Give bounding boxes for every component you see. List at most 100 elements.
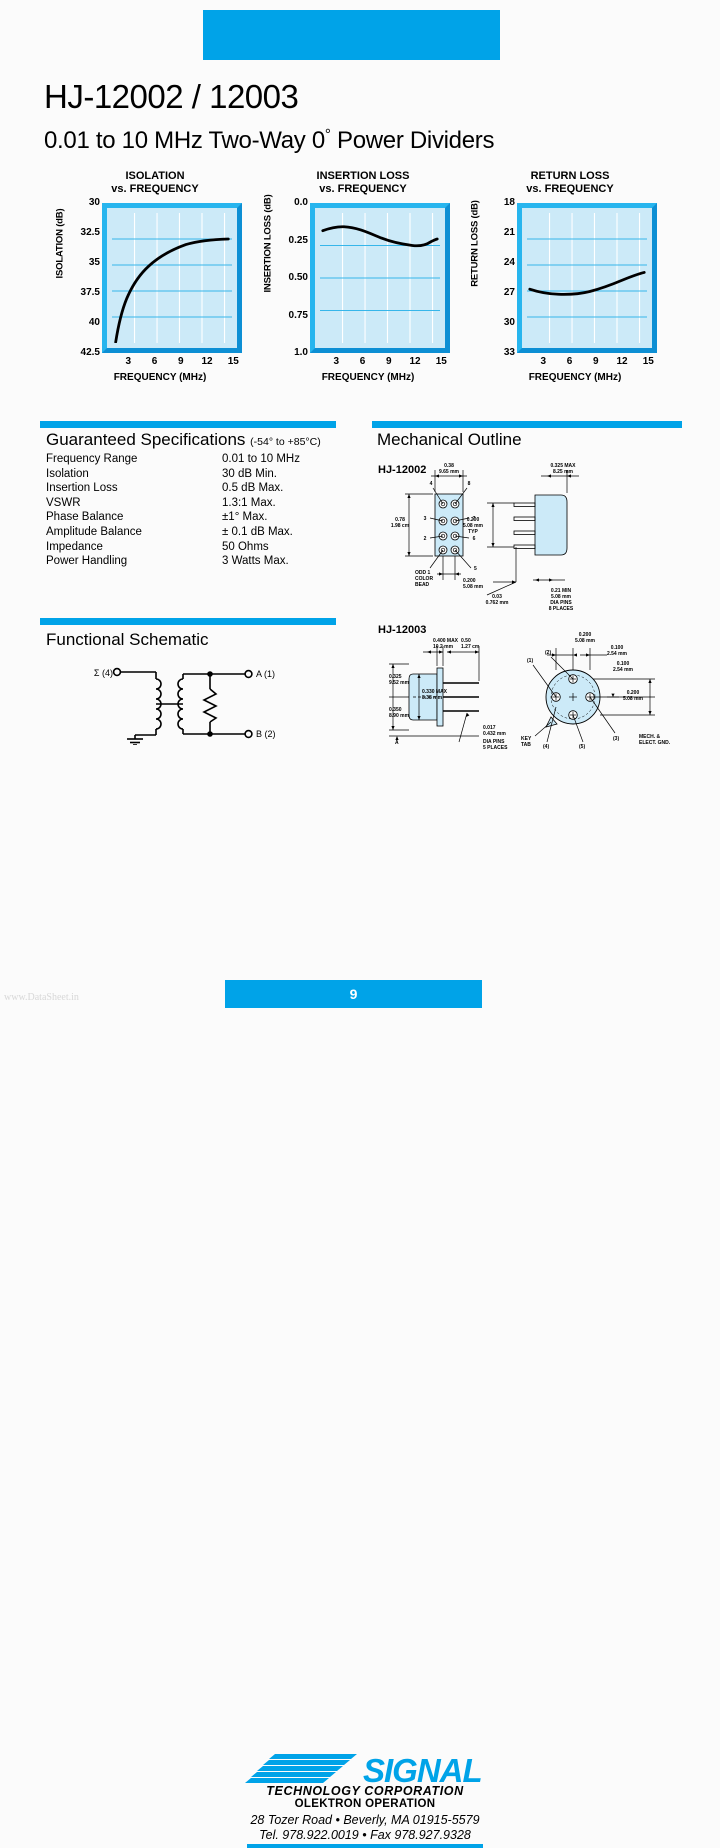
chart-title-line2: vs. FREQUENCY [319,183,407,195]
ytick: 33 [503,347,515,358]
dim-pin-dia-mm: 0.762 mm [486,600,509,606]
specs-heading-note: (-54° to +85°C) [250,436,321,448]
dim-pin-note2-1: DIA PINS [483,739,505,745]
chart-title-line1: ISOLATION [125,170,185,182]
chart-xlabel-isolation: FREQUENCY (MHz) [113,372,207,383]
chart-title-isolation: ISOLATION vs. FREQUENCY [50,170,260,196]
chart-yticks-insertion-loss: 0.0 0.25 0.50 0.75 1.0 [264,197,308,358]
odd-color-bead-1: ODD 1 [415,570,431,576]
spec-name: Amplitude Balance [46,525,142,538]
watermark: www.DataSheet.in [4,992,79,1003]
chart-xlabel-return-loss: FREQUENCY (MHz) [528,372,622,383]
chart-title-insertion-loss: INSERTION LOSS vs. FREQUENCY [258,170,468,196]
chart-xticks-insertion-loss: 3 6 9 12 15 [310,356,450,370]
xtick: 12 [409,356,421,367]
division-name: OLEKTRON OPERATION [294,1798,436,1810]
spec-name: Power Handling [46,555,128,568]
dim-pin-dia2-mm: 0.432 mm [483,731,506,737]
dim-pin-min-in: 0.21 MIN [551,588,572,594]
chart-title-line2: vs. FREQUENCY [526,183,614,195]
specs-table: Frequency Range 0.01 to 10 MHz Isolation… [46,452,346,569]
charts-row: ISOLATION vs. FREQUENCY ISOLATION (dB) 3… [40,170,680,405]
spec-value: ± 0.1 dB Max. [222,525,293,538]
ytick: 0.0 [294,197,308,208]
degree-symbol: ° [324,126,331,143]
dim-label-a: A [395,740,399,746]
dim-width-in: 0.38 [444,463,454,469]
xtick: 3 [125,356,132,367]
specs-heading: Guaranteed Specifications (-54° to +85°C… [46,430,321,450]
ytick: 0.75 [288,309,308,321]
ytick: 0.50 [288,272,308,283]
dim-e-in: 0.330 MAX [422,689,448,695]
datasheet-page: HJ-12002 / 12003 0.01 to 10 MHz Two-Way … [0,10,720,1848]
pin-label-3: 3 [424,516,427,522]
functional-schematic: Σ (4) A (1) B (2) [46,655,346,745]
ytick: 30 [503,317,515,328]
spec-name: Insertion Loss [46,482,118,495]
chart-title-line1: INSERTION LOSS [316,170,410,182]
circle-dim4-mm: 5.08 mm [623,696,644,702]
circle-dim1-in: 0.200 [579,632,592,638]
circle-dim2-mm: 2.54 mm [607,651,628,657]
ytick: 30 [88,197,100,208]
xtick: 3 [333,356,340,367]
circle-pin-1: (1) [527,658,533,664]
spec-name: Impedance [46,540,103,553]
dim-a-in: 0.325 [389,674,402,680]
company-address: 28 Tozer Road • Beverly, MA 01915-5579 T… [205,1813,525,1843]
gnd-label-1: MECH. & [639,734,661,740]
dim-pin-note-2: 8 PLACES [549,606,574,612]
schematic-input-label: Σ (4) [94,668,113,678]
xtick: 12 [616,356,628,367]
schematic-section-bar [40,618,336,625]
dim-d-in: 0.50 [461,638,471,644]
xtick: 12 [201,356,213,367]
chart-yticks-isolation: 30 32.5 35 37.5 40 42.5 [56,197,100,358]
circle-dim3-mm: 2.54 mm [613,667,634,673]
dim-body-max-in: 0.325 MAX [550,463,576,469]
key-tab-2: TAB [521,742,531,748]
specs-heading-text: Guaranteed Specifications [46,430,246,449]
ytick: 27 [503,287,515,298]
spec-row: Insertion Loss 0.5 dB Max. [46,481,346,496]
spec-row: Amplitude Balance ± 0.1 dB Max. [46,525,346,540]
subtitle-text-post: Power Dividers [330,127,495,154]
part-label-hj12003: HJ-12003 [378,624,427,636]
dim-typ-in: 0.200 [467,517,480,523]
schematic-output-b-label: B (2) [256,729,276,739]
ytick: 0.25 [288,234,308,246]
contact-line: Tel. 978.922.0019 • Fax 978.927.9328 [259,1828,471,1842]
dim-e-mm: 8.38 mm [422,695,443,701]
pin-label-4: 4 [430,481,433,487]
pin-label-2: 2 [424,536,427,542]
dim-b-mm: 8.90 mm [389,713,410,719]
dim-d-cm: 1.27 cm [461,644,480,650]
circle-pin-2: (2) [545,650,551,656]
chart-xticks-isolation: 3 6 9 12 15 [102,356,242,370]
xtick: 15 [435,356,447,367]
chart-plot-insertion-loss [310,203,450,353]
dim-c-mm: 10.2 mm [433,644,454,650]
chart-xticks-return-loss: 3 6 9 12 15 [517,356,657,370]
spec-row: Impedance 50 Ohms [46,540,346,555]
dim-typ-mm: 5.08 mm [463,523,484,529]
circle-dim2-in: 0.100 [611,645,624,651]
dim-pin-dia-in: 0.03 [492,594,502,600]
chart-return-loss: RETURN LOSS vs. FREQUENCY RETURN LOSS (d… [465,170,675,405]
chart-svg-return-loss [527,213,647,343]
spec-value: 1.3:1 Max. [222,496,276,509]
circle-dim3-in: 0.100 [617,661,630,667]
chart-xlabel-insertion-loss: FREQUENCY (MHz) [321,372,415,383]
dim-typ-note: TYP [468,529,478,535]
company-name: TECHNOLOGY CORPORATION [266,1784,464,1798]
page-title: HJ-12002 / 12003 [44,78,299,115]
dim-height-cm: 1.98 cm [391,523,410,529]
ytick: 21 [503,227,515,238]
ytick: 32.5 [80,227,100,238]
xtick: 6 [151,356,158,367]
spec-name: VSWR [46,496,81,509]
dim-c-in: 0.400 MAX [433,638,459,644]
page-footer: SIGNAL TECHNOLOGY CORPORATION OLEKTRON O… [0,868,720,1848]
circle-pin-4: (4) [543,744,549,750]
